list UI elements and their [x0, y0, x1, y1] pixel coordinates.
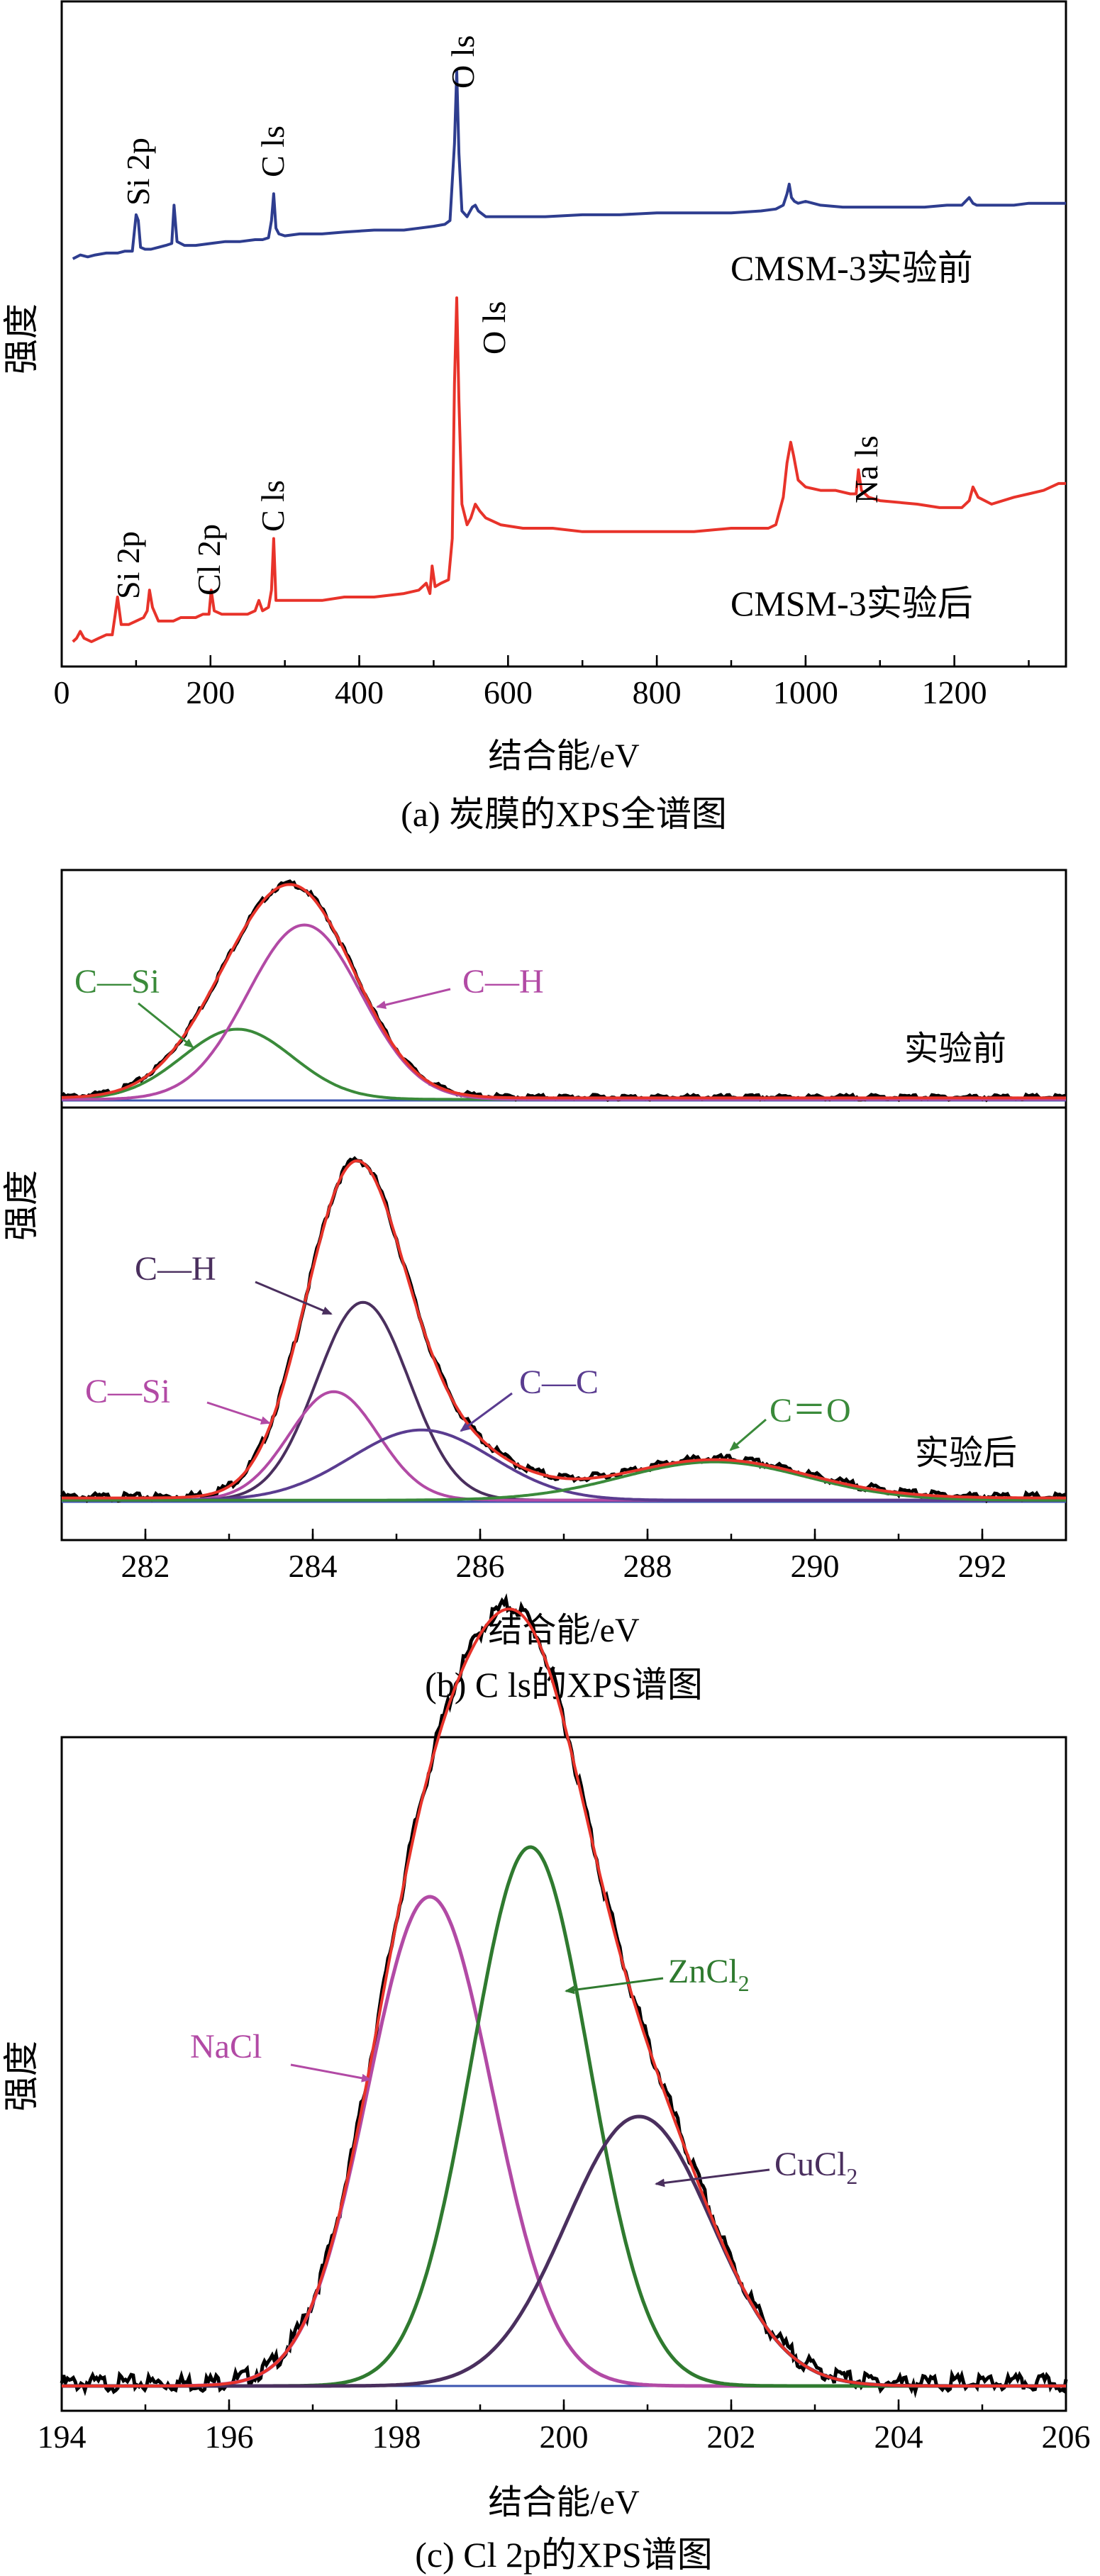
- panel-c-nacl-text: NaCl: [190, 2028, 262, 2065]
- panel-a-annot-si2p-after: Si 2p: [110, 531, 146, 599]
- panel-a-survey-spectrum: 强度 0 200 400 600 800 1000 1200 Si 2p C ls O ls…: [1, 0, 1067, 834]
- panel-b-arrow-cc-after: [460, 1392, 513, 1432]
- panel-b-caption: (b) C ls的XPS谱图: [425, 1665, 703, 1705]
- panel-c-zncl2-sub: 2: [738, 1970, 750, 1996]
- panel-c-tick-label-0: 194: [38, 2419, 87, 2455]
- panel-b-xlabel: 结合能/eV: [488, 1612, 640, 1649]
- panel-c-tick-label-4: 202: [707, 2419, 756, 2455]
- panel-b-c1s-spectrum: 强度 282 284 286 288 290 292 实验前 C—Si C—H 实验后 C…: [1, 869, 1067, 1705]
- panel-a-legend-after: CMSM-3实验后: [730, 584, 973, 623]
- panel-a-series-group: [72, 69, 1066, 643]
- panel-a-tick-label-2: 400: [335, 674, 384, 710]
- panel-a-annot-c1s-before: C ls: [255, 126, 291, 177]
- panel-b-series-group: [60, 879, 1067, 1504]
- panel-c-peak-label-nacl: NaCl: [190, 2028, 262, 2065]
- panel-c-caption: (c) Cl 2p的XPS谱图: [415, 2535, 712, 2575]
- panel-c-peak-1: [62, 1845, 1066, 2388]
- panel-a-legend-before: CMSM-3实验前: [730, 248, 973, 288]
- panel-b-tick-label-3: 288: [623, 1548, 672, 1584]
- panel-c-tick-label-5: 204: [874, 2419, 923, 2455]
- panel-c-series-group: [60, 1593, 1068, 2399]
- panel-b-x-ticks: 282 284 286 288 290 292: [60, 1529, 1067, 1584]
- panel-a-tick-label-5: 1000: [773, 674, 838, 710]
- panel-b-peak-1-3: [62, 1460, 1066, 1502]
- panel-a-annot-o1s-after: O ls: [476, 301, 512, 355]
- panel-c-arrow-zncl2: [565, 1977, 664, 1995]
- panel-c-x-ticks: 194 196 198 200 202 204 206: [38, 2399, 1091, 2455]
- panel-b-arrow-co-after: [729, 1418, 767, 1451]
- panel-c-peak-label-cucl2: CuCl2: [774, 2146, 857, 2189]
- panel-c-plot-frame: [60, 1736, 1067, 2412]
- panel-c-arrow-cucl2: [655, 2168, 770, 2187]
- panel-a-tick-label-6: 1200: [922, 674, 987, 710]
- panel-a-annot-na1s-after: Na ls: [848, 435, 884, 503]
- panel-a-tick-label-1: 200: [186, 674, 235, 710]
- panel-b-label-before: 实验前: [904, 1030, 1006, 1068]
- panel-a-tick-label-0: 0: [54, 674, 70, 710]
- panel-c-tick-label-1: 196: [205, 2419, 254, 2455]
- panel-b-tick-label-0: 282: [121, 1548, 170, 1584]
- panel-b-peak-label-csi-before: C—Si: [74, 963, 160, 1000]
- panel-a-plot-frame: [60, 0, 1067, 668]
- panel-a-tick-label-3: 600: [484, 674, 533, 710]
- panel-b-tick-label-4: 290: [791, 1548, 840, 1584]
- panel-b-peak-0-1: [62, 923, 1066, 1101]
- panel-b-envelope-1: [62, 1159, 1066, 1500]
- panel-b-arrow-csi-after: [206, 1401, 271, 1424]
- panel-a-annot-cl2p-after: Cl 2p: [191, 524, 227, 596]
- panel-b-peak-label-csi-after: C—Si: [85, 1373, 170, 1410]
- panel-a-series-0: [72, 69, 1066, 260]
- panel-c-ylabel: 强度: [1, 2041, 41, 2112]
- panel-b-peak-label-cc-after: C—C: [519, 1364, 599, 1401]
- panel-a-series-1: [72, 296, 1066, 643]
- panel-b-peak-label-ch-after: C—H: [135, 1250, 216, 1288]
- panel-c-cucl2-sub: 2: [846, 2163, 857, 2189]
- panel-c-zncl2-text: ZnCl: [668, 1953, 738, 1990]
- panel-c-tick-label-3: 200: [540, 2419, 589, 2455]
- panel-b-arrow-ch-before: [376, 988, 451, 1010]
- panel-b-tick-label-2: 286: [456, 1548, 505, 1584]
- panel-c-tick-label-6: 206: [1042, 2419, 1091, 2455]
- panel-c-cl2p-spectrum: 强度 194 196 198 200 202 204 206 NaCl ZnCl2 CuCl…: [1, 1593, 1091, 2575]
- panel-a-annot-c1s-after: C ls: [255, 480, 291, 532]
- panel-a-ylabel: 强度: [1, 303, 41, 374]
- panel-c-tick-label-2: 198: [372, 2419, 421, 2455]
- panel-a-xlabel: 结合能/eV: [488, 737, 640, 775]
- panel-b-envelope-0: [61, 883, 1066, 1100]
- panel-c-cucl2-text: CuCl: [774, 2146, 846, 2183]
- panel-a-x-ticks: 0 200 400 600 800 1000 1200: [54, 655, 1030, 710]
- panel-c-peak-label-zncl2: ZnCl2: [668, 1953, 750, 1996]
- panel-a-annot-o1s-before: O ls: [445, 35, 481, 89]
- panel-b-tick-label-1: 284: [289, 1548, 338, 1584]
- panel-c-envelope: [62, 1607, 1066, 2387]
- panel-b-peak-label-ch-before: C—H: [462, 963, 544, 1000]
- panel-c-arrow-nacl: [290, 2063, 372, 2082]
- panel-b-arrow-ch-after: [255, 1281, 333, 1315]
- panel-a-caption: (a) 炭膜的XPS全谱图: [401, 794, 727, 834]
- panel-b-ylabel: 强度: [1, 1170, 41, 1241]
- panel-c-xlabel: 结合能/eV: [488, 2484, 640, 2521]
- panel-b-tick-label-5: 292: [958, 1548, 1007, 1584]
- panel-b-arrow-csi-before: [138, 1002, 194, 1049]
- panel-c-peak-0: [62, 1895, 1066, 2388]
- panel-a-annot-si2p-before: Si 2p: [120, 138, 156, 206]
- panel-a-tick-label-4: 800: [633, 674, 682, 710]
- panel-c-peak-2: [62, 2114, 1066, 2388]
- panel-b-peak-label-co-after: C＝O: [770, 1392, 851, 1429]
- panel-b-label-after: 实验后: [915, 1434, 1017, 1472]
